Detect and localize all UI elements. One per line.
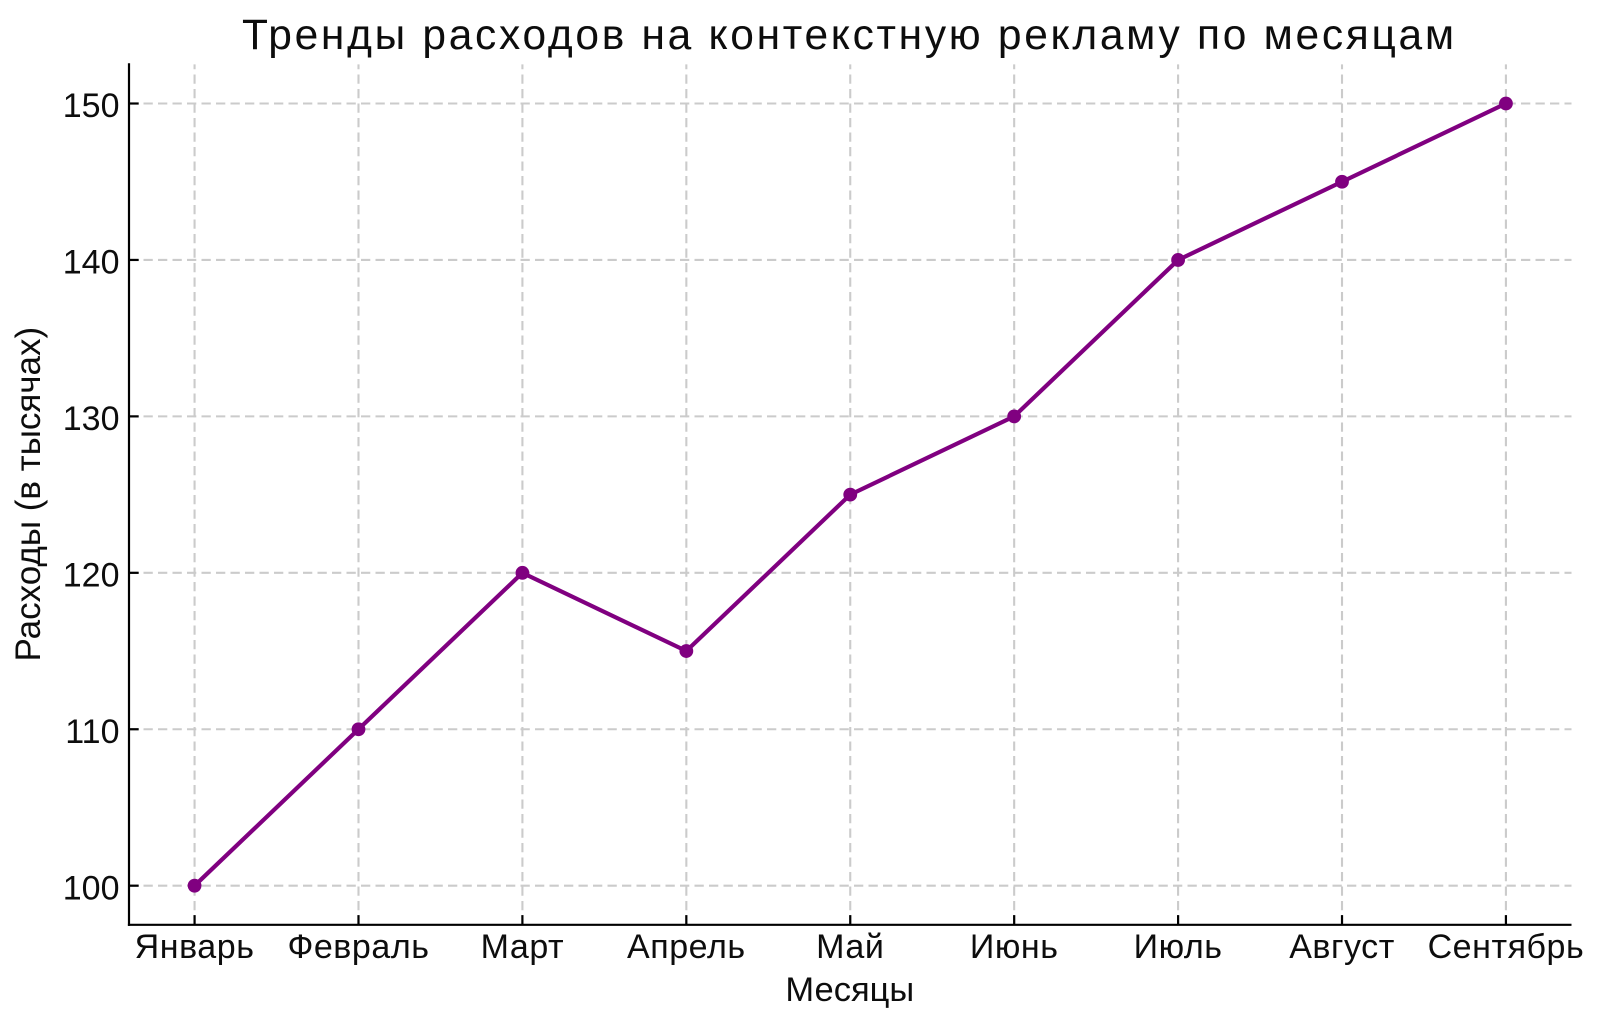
svg-text:150: 150 xyxy=(63,87,120,125)
svg-text:Расходы (в тысячах): Расходы (в тысячах) xyxy=(9,327,48,662)
svg-text:Июль: Июль xyxy=(1134,928,1223,966)
svg-text:120: 120 xyxy=(63,557,120,595)
svg-text:Август: Август xyxy=(1289,928,1395,966)
svg-text:Май: Май xyxy=(816,928,884,966)
svg-text:Март: Март xyxy=(481,928,565,966)
svg-text:Январь: Январь xyxy=(135,928,255,966)
svg-text:130: 130 xyxy=(63,400,120,438)
svg-text:Апрель: Апрель xyxy=(627,928,746,966)
svg-text:Тренды расходов на контекстную: Тренды расходов на контекстную рекламу п… xyxy=(242,12,1457,59)
svg-text:100: 100 xyxy=(63,869,120,907)
svg-text:Сентябрь: Сентябрь xyxy=(1428,928,1585,966)
svg-text:Месяцы: Месяцы xyxy=(785,971,914,1009)
svg-text:110: 110 xyxy=(65,713,119,751)
svg-text:Июнь: Июнь xyxy=(970,928,1059,966)
svg-text:Февраль: Февраль xyxy=(287,928,429,966)
svg-text:140: 140 xyxy=(63,244,120,282)
